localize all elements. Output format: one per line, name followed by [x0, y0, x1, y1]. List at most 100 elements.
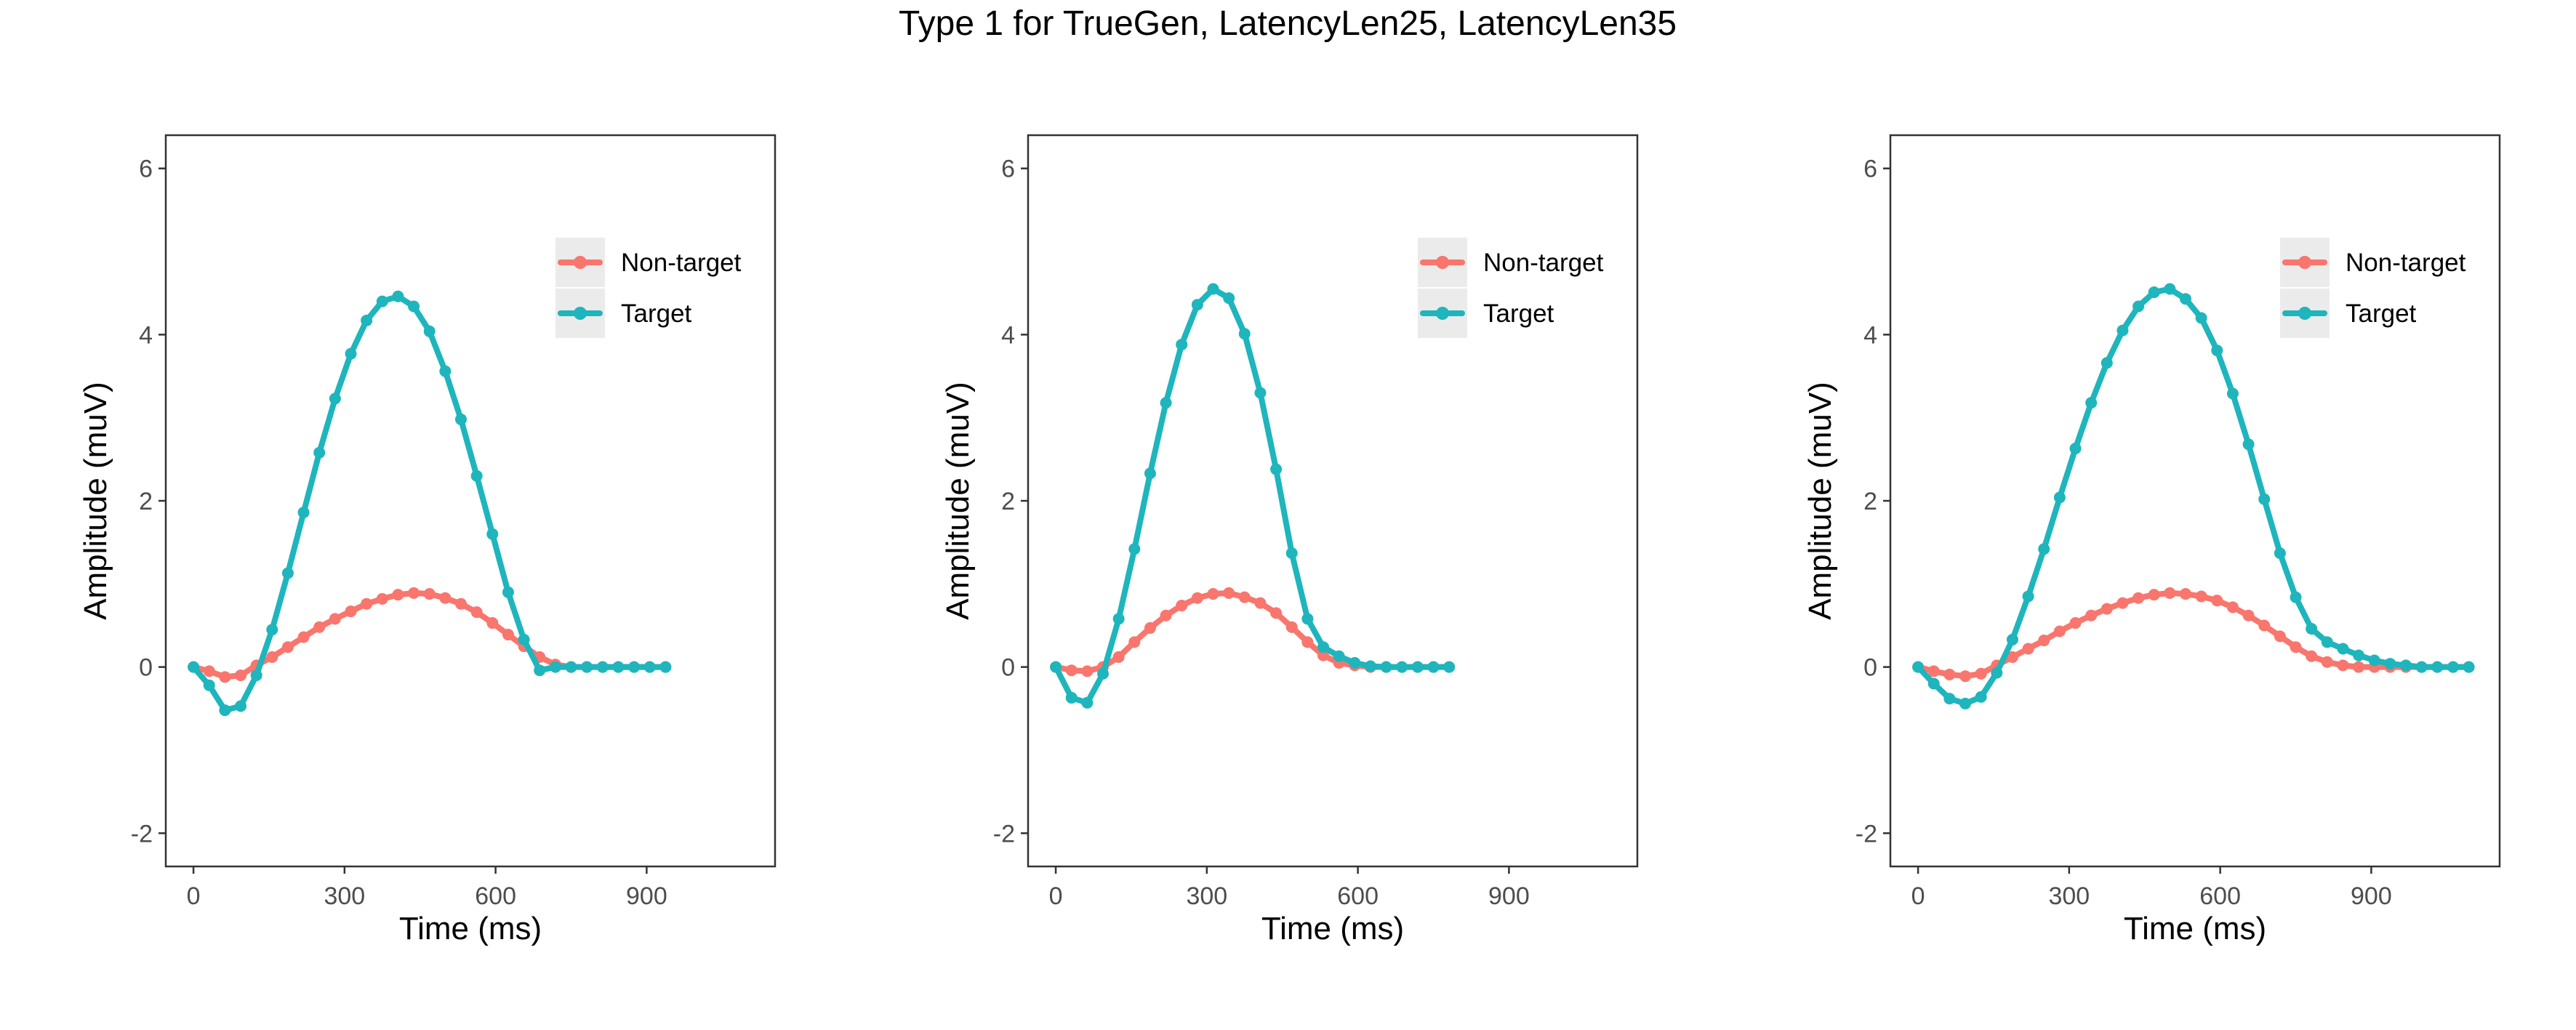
- data-point: [1270, 607, 1283, 619]
- data-point: [423, 588, 436, 600]
- legend-key-point: [2298, 307, 2311, 320]
- data-point: [565, 661, 577, 673]
- data-point: [345, 347, 357, 360]
- data-point: [1097, 667, 1110, 680]
- x-axis-title: Time (ms): [1261, 911, 1404, 946]
- figure-title: Type 1 for TrueGen, LatencyLen25, Latenc…: [899, 4, 1677, 43]
- data-point: [2180, 588, 2192, 600]
- data-point: [219, 704, 231, 717]
- chart-panel-2: -2 0 2 4 6 0 300 600 900 Time (ms) Amplitude (muV)…: [940, 134, 1639, 946]
- legend-key-point: [1436, 256, 1449, 269]
- data-point: [423, 325, 436, 337]
- data-point: [455, 413, 468, 425]
- data-point: [2463, 661, 2475, 673]
- data-point: [361, 314, 373, 326]
- legend-label: Target: [1483, 299, 1554, 328]
- data-point: [203, 665, 215, 677]
- data-point: [2274, 547, 2286, 560]
- series-target: [188, 290, 672, 717]
- data-point: [266, 651, 278, 663]
- data-point: [313, 446, 326, 459]
- y-tick-label: -2: [1855, 820, 1877, 848]
- y-axis-title: Amplitude (muV): [940, 382, 976, 620]
- series-target: [1050, 283, 1456, 709]
- x-tick-label: 300: [2048, 882, 2090, 910]
- data-point: [2022, 590, 2034, 603]
- data-point: [1128, 636, 1141, 648]
- x-tick-label: 900: [2351, 882, 2392, 910]
- plot-border: [164, 134, 777, 868]
- data-point: [329, 393, 341, 405]
- legend-key-point: [574, 256, 587, 269]
- data-point: [1333, 650, 1345, 662]
- data-point: [2116, 324, 2129, 337]
- y-tick-label: 6: [1001, 156, 1015, 183]
- data-point: [2258, 493, 2271, 505]
- data-point: [2148, 589, 2160, 601]
- plot-border: [1027, 134, 1639, 868]
- data-point: [1238, 328, 1251, 340]
- data-point: [2069, 617, 2082, 629]
- data-point: [534, 664, 546, 677]
- data-point: [2337, 659, 2349, 672]
- data-point: [235, 700, 247, 712]
- legend-label: Non-target: [1483, 249, 1604, 277]
- data-point: [2290, 591, 2302, 603]
- data-point: [2242, 438, 2255, 451]
- data-point: [2242, 609, 2255, 621]
- data-point: [1285, 547, 1298, 560]
- x-axis-title: Time (ms): [2124, 911, 2266, 946]
- data-point: [2415, 661, 2428, 673]
- data-point: [2321, 636, 2333, 648]
- data-point: [361, 598, 373, 610]
- data-point: [1317, 649, 1330, 661]
- data-point: [1065, 664, 1078, 677]
- data-point: [2368, 654, 2380, 667]
- series-line: [190, 293, 669, 714]
- data-point: [1927, 665, 1940, 677]
- data-point: [376, 592, 388, 605]
- y-tick-label: 0: [1863, 654, 1877, 682]
- data-point: [2306, 623, 2318, 635]
- data-point: [2132, 592, 2145, 604]
- legend-key-point: [574, 307, 587, 320]
- data-point: [1065, 691, 1078, 704]
- y-tick-label: 4: [1863, 321, 1877, 349]
- data-point: [1050, 661, 1062, 673]
- data-point: [2211, 345, 2223, 357]
- data-point: [1191, 592, 1203, 604]
- data-point: [1223, 587, 1235, 599]
- data-point: [2226, 387, 2239, 400]
- data-point: [1176, 600, 1188, 612]
- data-point: [1301, 613, 1314, 625]
- data-point: [612, 661, 625, 673]
- data-point: [2211, 595, 2223, 607]
- data-point: [2353, 661, 2365, 673]
- x-tick-label: 0: [1911, 882, 1925, 910]
- y-tick-label: 2: [139, 488, 153, 515]
- data-point: [219, 671, 231, 683]
- x-tick-label: 300: [1186, 882, 1227, 910]
- data-point: [2006, 633, 2018, 645]
- data-point: [1959, 697, 1972, 709]
- legend-label: Target: [621, 299, 692, 328]
- data-point: [1943, 668, 1956, 680]
- y-tick-label: 2: [1863, 488, 1877, 515]
- series-line: [1915, 286, 2472, 707]
- x-tick-label: 0: [1049, 882, 1063, 910]
- data-point: [439, 592, 452, 604]
- data-point: [235, 669, 247, 682]
- data-point: [313, 621, 326, 633]
- data-point: [1081, 665, 1094, 677]
- data-point: [1191, 299, 1203, 311]
- data-point: [2132, 300, 2145, 313]
- data-point: [2290, 641, 2302, 653]
- data-point: [1128, 543, 1141, 555]
- data-point: [1317, 641, 1330, 653]
- y-tick-label: 4: [1001, 321, 1015, 349]
- data-point: [2100, 357, 2113, 369]
- data-point: [2353, 649, 2365, 661]
- data-point: [2164, 283, 2176, 295]
- data-point: [266, 624, 278, 636]
- data-point: [1912, 661, 1925, 673]
